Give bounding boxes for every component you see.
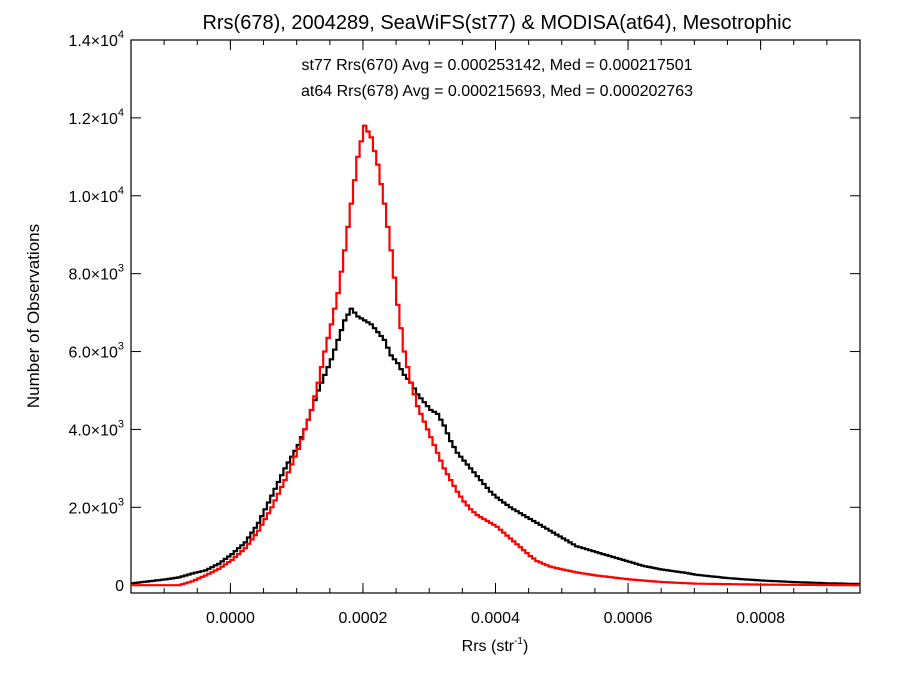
series-layer: [131, 124, 860, 587]
axis-ticks: [131, 39, 861, 593]
y-tick-label: 1.0×104: [68, 185, 124, 206]
annotation-st77: st77 Rrs(670) Avg = 0.000253142, Med = 0…: [301, 57, 692, 74]
x-tick-labels: 0.0000 0.0002 0.0004 0.0006 0.0008: [206, 610, 785, 627]
x-tick-label: 0.0004: [471, 610, 520, 627]
x-tick-label: 0.0000: [206, 610, 255, 627]
y-tick-label: 0: [115, 578, 124, 595]
y-tick-label: 6.0×103: [68, 341, 124, 362]
y-axis-label: Number of Observations: [24, 224, 43, 408]
chart-title: Rrs(678), 2004289, SeaWiFS(st77) & MODIS…: [202, 12, 791, 34]
x-axis-label: Rrs (str-1): [462, 636, 529, 655]
x-axis-label-tail: ): [523, 638, 528, 655]
x-tick-label: 0.0006: [604, 610, 653, 627]
x-tick-label: 0.0002: [338, 610, 387, 627]
x-axis-label-base: Rrs (str: [462, 638, 515, 655]
x-axis-label-sup: -1: [514, 636, 523, 647]
x-tick-label: 0.0008: [736, 610, 785, 627]
annotation-at64: at64 Rrs(678) Avg = 0.000215693, Med = 0…: [301, 83, 693, 100]
plot-frame: [130, 39, 861, 594]
y-tick-label: 1.2×104: [68, 107, 124, 128]
y-tick-label: 8.0×103: [68, 263, 124, 284]
y-tick-labels: 0 2.0×103 4.0×103 6.0×103 8.0×103 1.0×104 1.2×…: [68, 29, 124, 595]
y-tick-label: 2.0×103: [68, 496, 124, 517]
y-tick-label: 1.4×104: [68, 29, 124, 50]
series-st77-line: [131, 307, 860, 586]
y-tick-label: 4.0×103: [68, 418, 124, 439]
series-at64-line: [131, 124, 860, 587]
